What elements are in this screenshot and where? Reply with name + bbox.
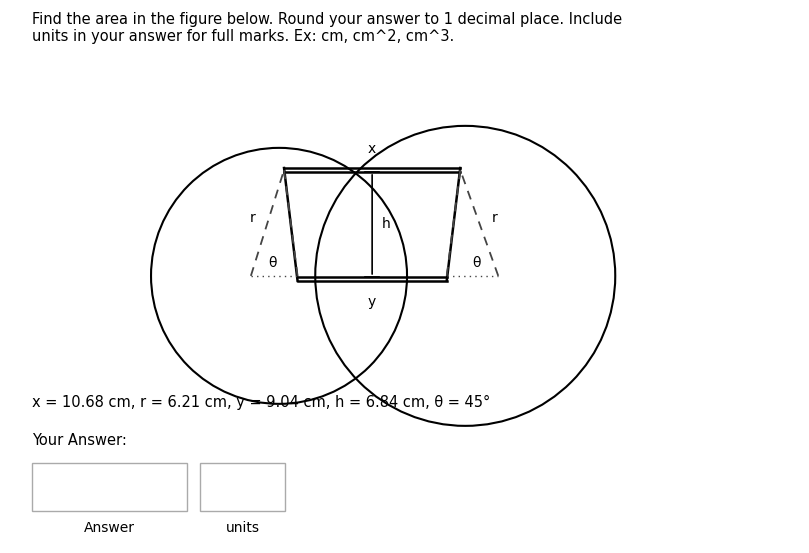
Text: θ: θ: [472, 256, 481, 270]
Text: y: y: [368, 295, 376, 309]
Bar: [32, 463, 187, 511]
Text: units: units: [226, 521, 260, 535]
Text: r: r: [249, 211, 256, 225]
Text: θ: θ: [269, 256, 277, 270]
Text: x = 10.68 cm, r = 6.21 cm, y = 9.04 cm, h = 6.84 cm, θ = 45°: x = 10.68 cm, r = 6.21 cm, y = 9.04 cm, …: [32, 395, 490, 410]
Text: Answer: Answer: [84, 521, 135, 535]
Text: h: h: [382, 217, 391, 231]
Bar: [200, 463, 285, 511]
Text: Your Answer:: Your Answer:: [32, 433, 127, 448]
Text: r: r: [491, 211, 497, 225]
Text: x: x: [368, 142, 376, 156]
Text: Find the area in the figure below. Round your answer to 1 decimal place. Include: Find the area in the figure below. Round…: [32, 12, 622, 44]
